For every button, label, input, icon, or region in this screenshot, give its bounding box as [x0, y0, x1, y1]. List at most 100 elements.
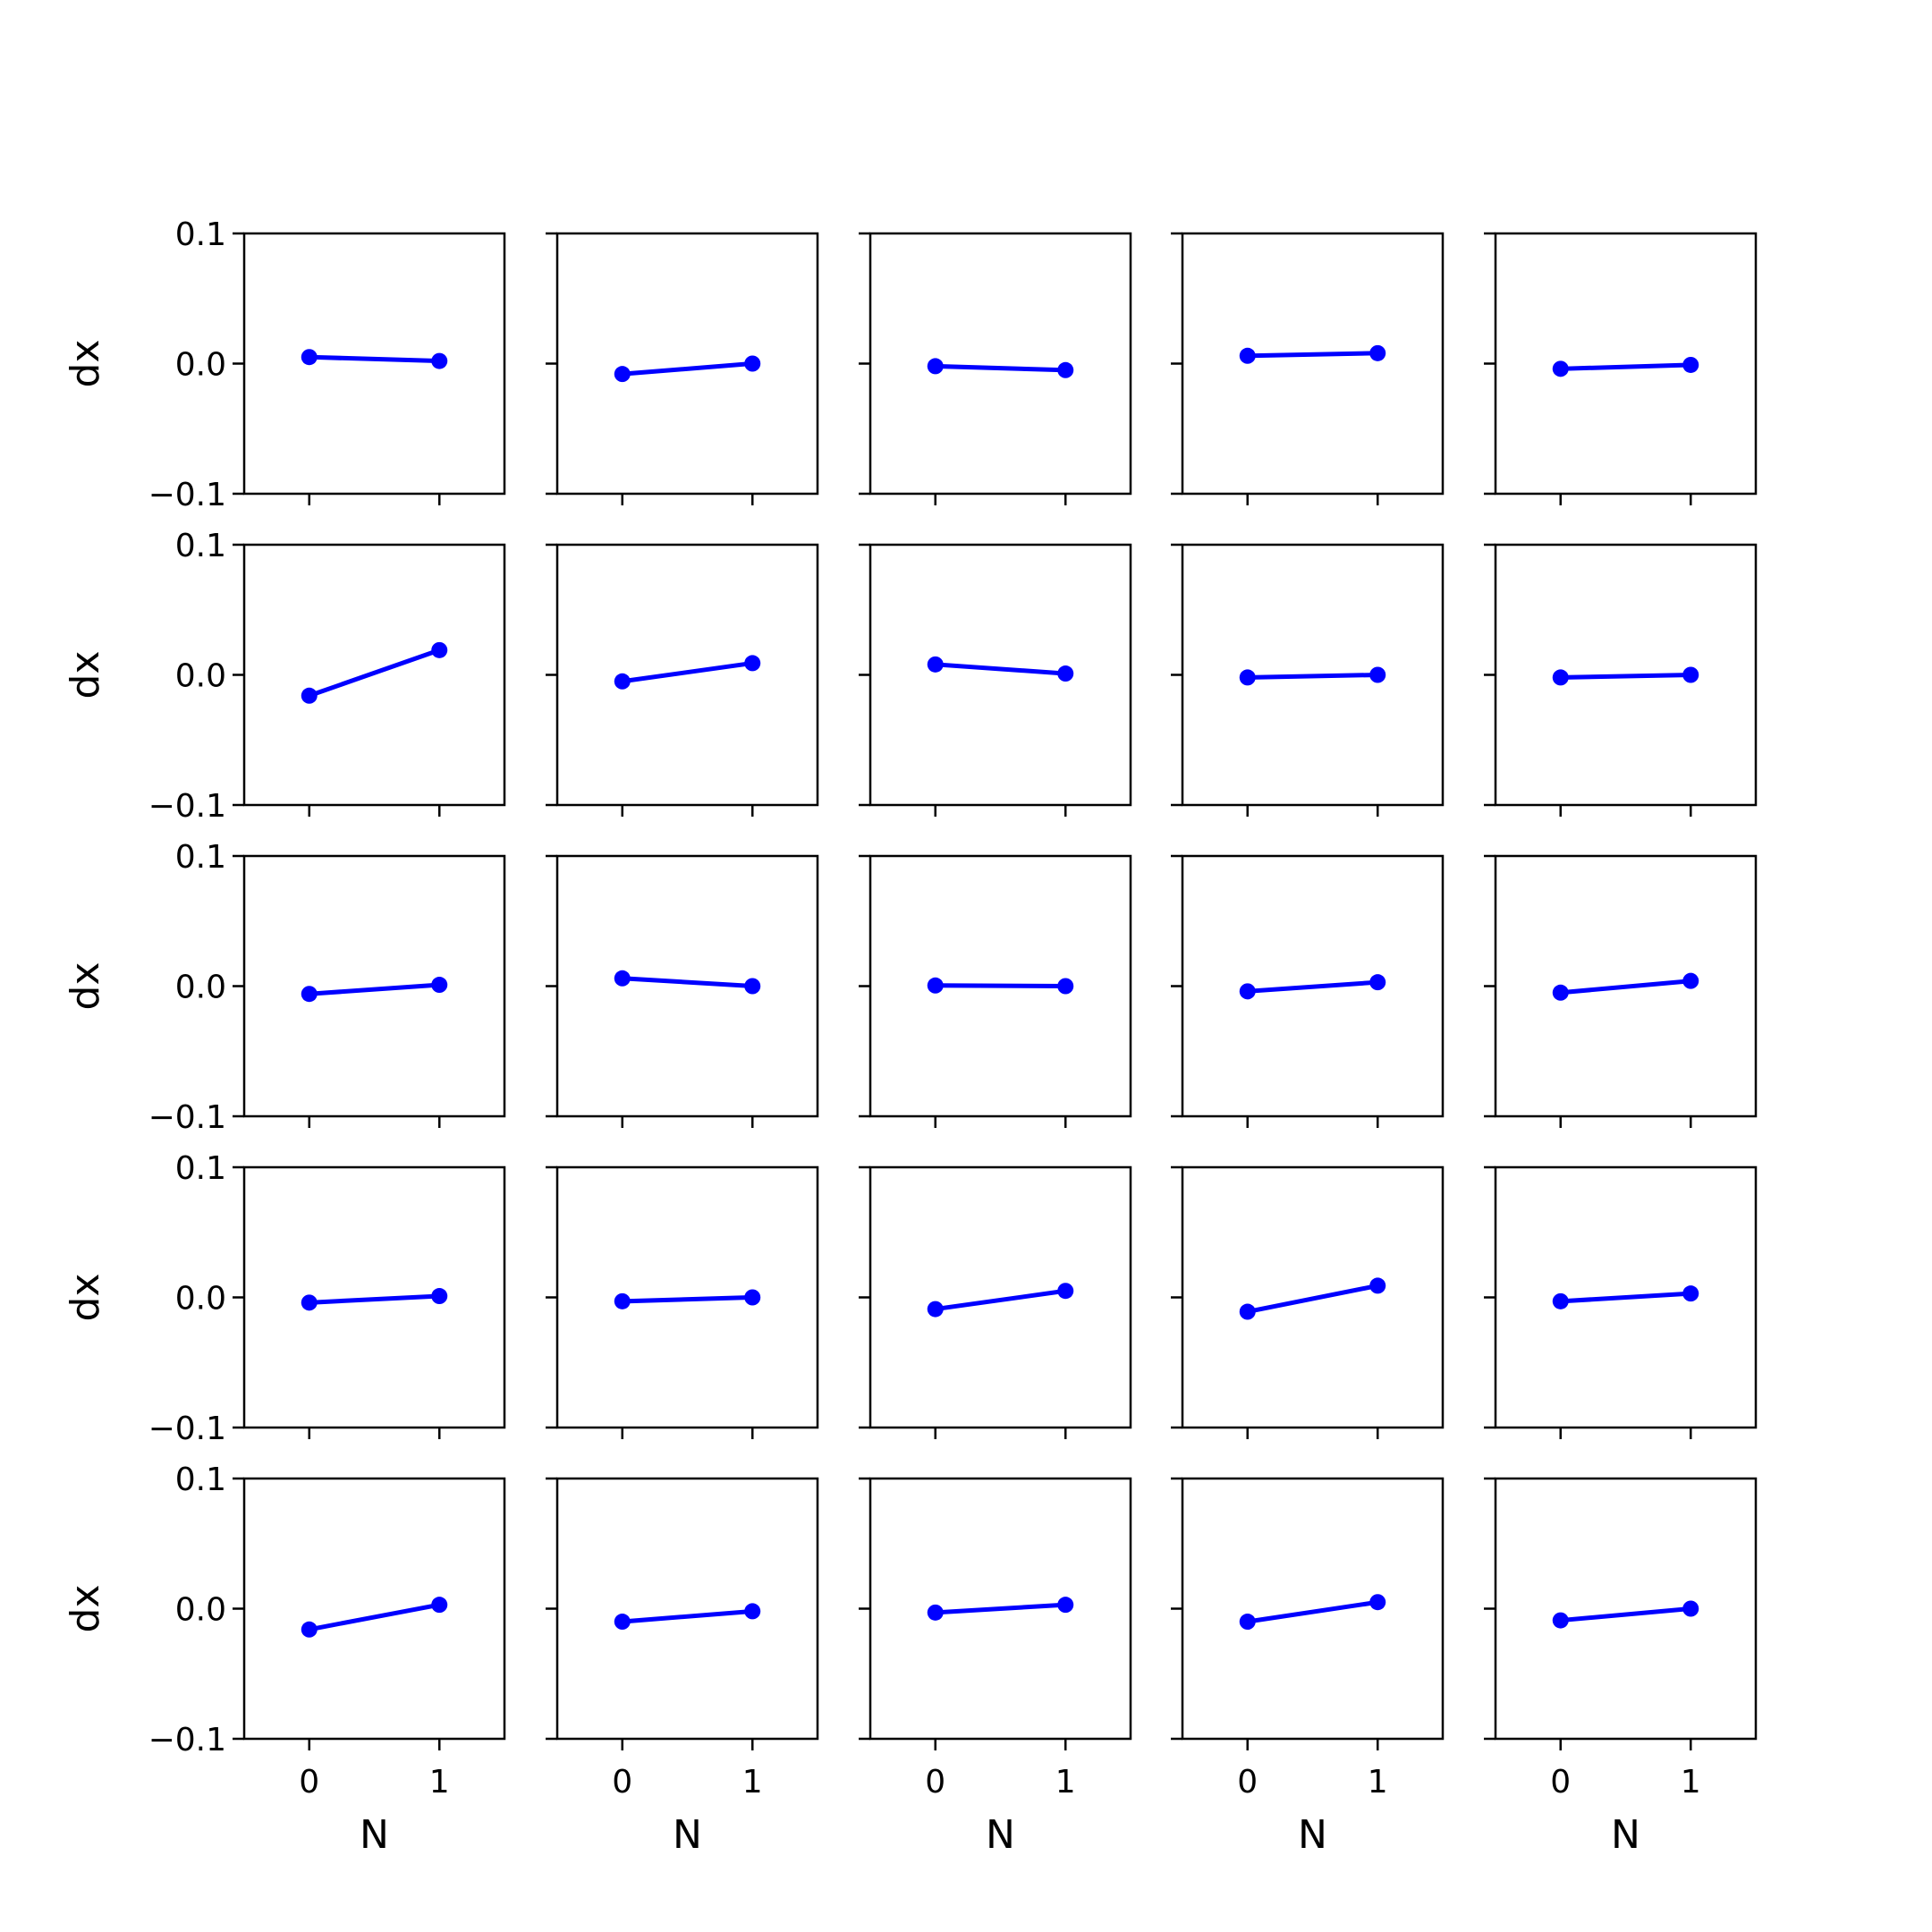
series-line: [620, 976, 755, 989]
axes-frame: [1181, 1165, 1445, 1429]
data-point: [1239, 1614, 1256, 1631]
data-point: [1682, 1285, 1699, 1302]
data-point: [301, 349, 318, 366]
subplot-3-3: [859, 854, 1132, 1128]
x-tick-label: 1: [1368, 1764, 1388, 1801]
data-point: [1682, 972, 1699, 989]
subplot-4-2: [546, 1165, 819, 1439]
axes-frame: [869, 232, 1132, 496]
data-point: [1239, 669, 1256, 686]
data-point: [431, 641, 448, 658]
axes-frame: [555, 1165, 819, 1429]
data-point: [1369, 1594, 1386, 1611]
data-point: [431, 977, 448, 994]
subplot-2-1: −0.1 0.0 0.1 dx: [63, 528, 506, 825]
series-line: [932, 1288, 1069, 1312]
series-line: [1244, 1283, 1381, 1315]
subplot-4-4: [1171, 1165, 1445, 1439]
subplot-1-4: [1171, 232, 1445, 505]
series-line: [933, 1602, 1068, 1615]
x-axis-label: N: [673, 1812, 702, 1858]
series-line: [620, 1608, 755, 1624]
data-point: [927, 1604, 944, 1621]
axes-frame: [555, 232, 819, 496]
series-line: [307, 982, 442, 996]
data-point: [1369, 344, 1386, 361]
x-tick-label: 1: [742, 1764, 763, 1801]
axes-frame: [869, 1165, 1132, 1429]
data-point: [431, 1597, 448, 1614]
series-line: [1245, 672, 1380, 680]
data-point: [1057, 1597, 1074, 1614]
series-line: [619, 660, 756, 684]
axes-frame: [1494, 1477, 1758, 1741]
data-point: [301, 687, 318, 704]
data-point: [1057, 1283, 1074, 1300]
data-point: [744, 978, 761, 995]
x-tick-label: 0: [1550, 1764, 1571, 1801]
x-axis-label: N: [986, 1812, 1015, 1858]
data-point: [1239, 347, 1256, 364]
data-point: [744, 1603, 761, 1620]
x-tick-label: 1: [1055, 1764, 1076, 1801]
y-axis-label: dx: [63, 1274, 108, 1322]
series-line: [306, 1602, 443, 1632]
series-line: [933, 363, 1068, 373]
y-tick-label: 0.1: [175, 1150, 226, 1187]
subplot-4-5: [1484, 1165, 1758, 1439]
data-point: [1369, 666, 1386, 683]
axes-frame: [242, 1477, 506, 1741]
subplot-5-4: 0 1 N: [1171, 1477, 1445, 1858]
x-tick-label: 1: [1681, 1764, 1701, 1801]
series-line: [620, 360, 755, 377]
subplot-5-1: −0.1 0.0 0.1 0 1 dx N: [63, 1462, 506, 1858]
data-point: [1369, 974, 1386, 991]
data-point: [927, 358, 944, 375]
y-tick-label: 0.1: [175, 216, 226, 253]
y-axis-label: dx: [63, 340, 108, 388]
x-tick-label: 0: [925, 1764, 945, 1801]
data-point: [1552, 1612, 1569, 1629]
data-point: [1239, 1303, 1256, 1320]
subplot-1-2: [546, 232, 819, 505]
axes-frame: [242, 543, 506, 807]
axes-frame: [1181, 543, 1445, 807]
axes-frame: [1494, 1165, 1758, 1429]
y-tick-label: −0.1: [148, 1411, 226, 1447]
series-line: [933, 662, 1068, 676]
data-point: [301, 1621, 318, 1638]
axes-frame: [555, 1477, 819, 1741]
series-line: [1245, 979, 1380, 994]
y-axis-label: dx: [63, 651, 108, 699]
series-line: [1558, 672, 1693, 680]
subplot-1-5: [1484, 232, 1758, 505]
data-point: [301, 1294, 318, 1311]
data-point: [1682, 1600, 1699, 1617]
series-line: [1244, 1599, 1381, 1624]
axes-frame: [869, 543, 1132, 807]
data-point: [744, 355, 761, 372]
axes-frame: [242, 232, 506, 496]
y-axis-label: dx: [63, 1585, 108, 1633]
data-point: [1552, 360, 1569, 377]
series-line: [307, 1293, 442, 1305]
y-tick-label: 0.1: [175, 839, 226, 876]
x-tick-label: 0: [299, 1764, 319, 1801]
series-line: [306, 647, 443, 699]
axes-frame: [1181, 232, 1445, 496]
data-point: [744, 655, 761, 672]
series-line: [1558, 978, 1693, 996]
subplot-1-3: [859, 232, 1132, 505]
data-point: [431, 352, 448, 369]
axes-frame: [1494, 543, 1758, 807]
x-axis-label: N: [1611, 1812, 1640, 1858]
axes-frame: [1494, 854, 1758, 1118]
series-line: [1558, 1291, 1693, 1304]
x-tick-label: 1: [429, 1764, 450, 1801]
data-point: [1369, 1277, 1386, 1294]
data-point: [1552, 1292, 1569, 1309]
data-point: [1682, 356, 1699, 373]
axes-frame: [869, 1477, 1132, 1741]
subplot-4-3: [859, 1165, 1132, 1439]
